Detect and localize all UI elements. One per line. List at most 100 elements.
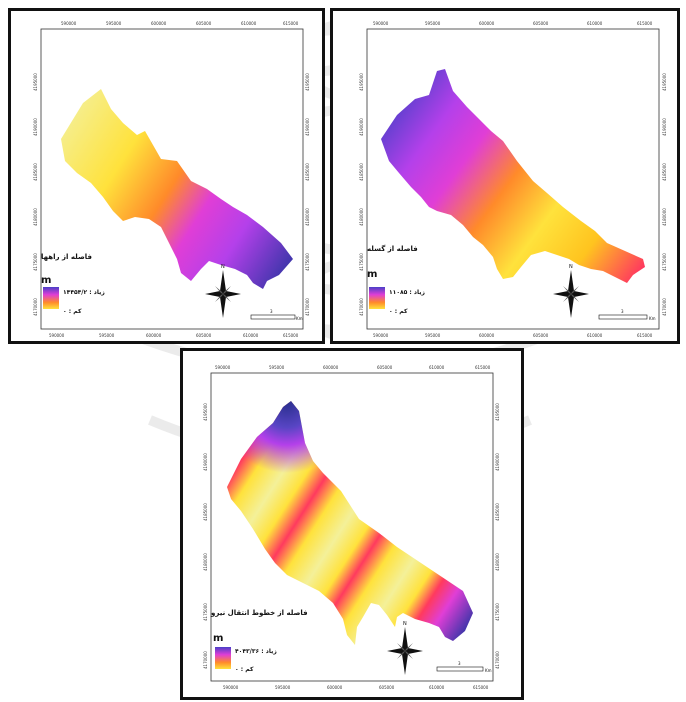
north-arrow-icon: N [205, 264, 241, 318]
legend-color-ramp [215, 647, 231, 669]
scale-bar: 3 Km [436, 661, 492, 673]
tick-label: 595000 [425, 21, 441, 26]
tick-label: 4170000 [662, 298, 667, 316]
top-ticks: 590000 595000 600000 605000 610000 61500… [215, 365, 491, 370]
legend-low-label: کم : ۰ [389, 308, 408, 315]
tick-label: 4190000 [305, 118, 310, 136]
tick-label: 605000 [533, 333, 549, 338]
tick-label: 4190000 [359, 118, 364, 136]
map-neatline [366, 28, 660, 330]
tick-label: 4175000 [359, 253, 364, 271]
north-arrow-icon: N [387, 621, 423, 675]
tick-label: 595000 [106, 21, 122, 26]
tick-label: 4180000 [495, 553, 500, 571]
tick-label: 4190000 [33, 118, 38, 136]
legend-title: فاصله از خطوط انتقال نیرو [210, 609, 308, 617]
tick-label: 590000 [215, 365, 231, 370]
tick-label: 4170000 [33, 298, 38, 316]
tick-label: 590000 [373, 21, 389, 26]
top-ticks: 590000 595000 600000 605000 610000 61500… [373, 21, 653, 26]
tick-label: 605000 [379, 685, 395, 690]
legend-color-ramp [43, 287, 59, 309]
tick-label: 610000 [241, 21, 257, 26]
tick-label: 4195000 [662, 73, 667, 91]
tick-label: 590000 [223, 685, 239, 690]
tick-label: 610000 [429, 365, 445, 370]
tick-label: 615000 [473, 685, 489, 690]
map-panel-roads: 590000 595000 600000 605000 610000 61500… [8, 8, 325, 344]
left-ticks: 4195000 4190000 4185000 4180000 4175000 … [33, 73, 38, 316]
tick-label: 595000 [425, 333, 441, 338]
map-neatline [40, 28, 304, 330]
scale-number: 3 [270, 309, 273, 314]
tick-label: 4175000 [33, 253, 38, 271]
map-panel-faults: 590000 595000 600000 605000 610000 61500… [330, 8, 680, 344]
legend-title: فاصله از راهها [41, 253, 92, 261]
scale-unit: Km [296, 316, 303, 321]
legend-low-label: کم : ۰ [63, 308, 82, 315]
tick-label: 4195000 [203, 403, 208, 421]
tick-label: 4170000 [359, 298, 364, 316]
tick-label: 4170000 [495, 651, 500, 669]
scale-bar: 3 Km [598, 309, 656, 321]
left-ticks: 4195000 4190000 4185000 4180000 4175000 … [359, 73, 364, 316]
tick-label: 605000 [533, 21, 549, 26]
tick-label: 605000 [196, 333, 212, 338]
tick-label: 600000 [146, 333, 162, 338]
left-ticks: 4195000 4190000 4185000 4180000 4175000 … [203, 403, 208, 669]
tick-label: 4195000 [33, 73, 38, 91]
tick-label: 4190000 [495, 453, 500, 471]
tick-label: 4195000 [495, 403, 500, 421]
tick-label: 600000 [479, 21, 495, 26]
tick-label: 615000 [475, 365, 491, 370]
tick-label: 4185000 [33, 163, 38, 181]
tick-label: 4195000 [305, 73, 310, 91]
right-ticks: 4195000 4190000 4185000 4180000 4175000 … [495, 403, 500, 669]
tick-label: 4185000 [305, 163, 310, 181]
map-panel-power-lines: 590000 595000 600000 605000 610000 61500… [180, 348, 524, 700]
map-roads-svg: 590000 595000 600000 605000 610000 61500… [33, 21, 310, 338]
tick-label: 4175000 [495, 603, 500, 621]
tick-label: 600000 [151, 21, 167, 26]
tick-label: 615000 [283, 333, 299, 338]
north-letter: N [569, 264, 573, 270]
study-area-raster [381, 69, 645, 283]
bottom-ticks: 590000 595000 600000 605000 610000 61500… [223, 685, 489, 690]
scale-number: 3 [621, 309, 624, 314]
tick-label: 595000 [275, 685, 291, 690]
tick-label: 610000 [243, 333, 259, 338]
tick-label: 4185000 [662, 163, 667, 181]
north-arrow-icon: N [553, 264, 589, 318]
legend-title: فاصله از گسله [367, 244, 418, 253]
tick-label: 4175000 [662, 253, 667, 271]
tick-label: 615000 [637, 21, 653, 26]
tick-label: 605000 [377, 365, 393, 370]
tick-label: 4180000 [305, 208, 310, 226]
scale-unit: Km [649, 316, 656, 321]
study-area-raster [61, 89, 293, 289]
bottom-ticks: 590000 595000 600000 605000 610000 61500… [373, 333, 653, 338]
tick-label: 4175000 [203, 603, 208, 621]
legend-unit: m [41, 275, 51, 286]
tick-label: 600000 [323, 365, 339, 370]
tick-label: 590000 [49, 333, 65, 338]
map-faults-svg: 590000 595000 600000 605000 610000 61500… [359, 21, 667, 338]
tick-label: 4185000 [359, 163, 364, 181]
north-letter: N [221, 264, 225, 270]
tick-label: 4185000 [203, 503, 208, 521]
tick-label: 595000 [99, 333, 115, 338]
tick-label: 595000 [269, 365, 285, 370]
tick-label: 4180000 [662, 208, 667, 226]
tick-label: 600000 [479, 333, 495, 338]
scale-number: 3 [458, 661, 461, 666]
tick-label: 590000 [61, 21, 77, 26]
bottom-ticks: 590000 595000 600000 605000 610000 61500… [49, 333, 299, 338]
right-ticks: 4195000 4190000 4185000 4180000 4175000 … [305, 73, 310, 316]
legend-unit: m [213, 633, 223, 644]
north-letter: N [403, 621, 407, 627]
legend-high-label: زیاد : ۱۱۰۸۵ [389, 289, 425, 296]
legend-unit: m [367, 269, 377, 280]
map-neatline [210, 372, 494, 682]
legend-color-ramp [369, 287, 385, 309]
tick-label: 4180000 [33, 208, 38, 226]
